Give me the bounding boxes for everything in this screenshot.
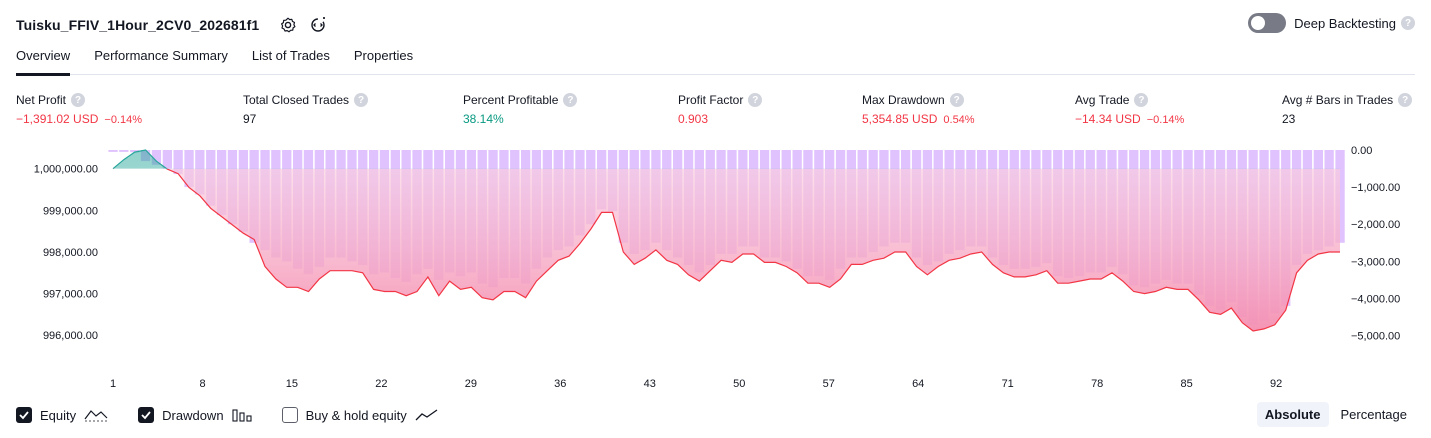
drawdown-bar	[162, 150, 172, 169]
drawdown-label: Drawdown	[162, 407, 224, 423]
equity-line	[113, 168, 1340, 332]
help-icon[interactable]: ?	[1401, 16, 1415, 30]
x-axis-tick: 1	[110, 378, 116, 390]
metric-value: −1,391.02 USD	[16, 112, 99, 126]
info-icon[interactable]: ?	[748, 93, 763, 107]
metric-label: Max Drawdown	[862, 93, 945, 107]
drawdown-bar	[151, 150, 162, 165]
equity-checkbox[interactable]: Equity	[16, 407, 108, 423]
right-axis-tick: −2,000.00	[1351, 219, 1400, 231]
metric-label: Profit Factor	[678, 93, 744, 107]
info-icon[interactable]: ?	[71, 93, 86, 107]
deep-backtesting-label: Deep Backtesting	[1294, 15, 1396, 31]
metric-label: Avg Trade	[1075, 93, 1130, 107]
strategy-title: Tuisku_FFIV_1Hour_2CV0_202681f1	[16, 17, 260, 33]
metric-avg-trade: Avg Trade? −14.34 USD −0.14%	[1075, 93, 1184, 126]
buy-hold-checkbox[interactable]: Buy & hold equity	[281, 407, 439, 423]
metric-value: 23	[1282, 112, 1296, 126]
left-axis-tick: 998,000.00	[43, 247, 98, 259]
drawdown-bars-icon	[232, 408, 252, 422]
drawdown-checkbox[interactable]: Drawdown	[138, 407, 252, 423]
metric-net-profit: Net Profit? −1,391.02 USD −0.14%	[16, 93, 142, 126]
left-axis-tick: 997,000.00	[43, 289, 98, 301]
chart-legend-controls: Equity Drawdown Buy & hold equity Absolu…	[16, 402, 1415, 428]
info-icon[interactable]: ?	[354, 93, 369, 107]
equity-area-icon	[84, 408, 108, 422]
tab-list-of-trades[interactable]: List of Trades	[251, 48, 330, 63]
equity-drawdown-chart[interactable]: 1,000,000.00 999,000.00 998,000.00 997,000.…	[0, 138, 1431, 398]
metric-value: 0.903	[678, 112, 709, 126]
tab-bar: Overview Performance Summary List of Tra…	[16, 42, 1415, 76]
metric-value: 38.14%	[463, 112, 504, 126]
metric-percent: 0.54%	[943, 114, 975, 126]
gear-icon[interactable]	[277, 14, 299, 36]
metric-max-drawdown: Max Drawdown? 5,354.85 USD 0.54%	[862, 93, 975, 126]
metric-value: 97	[243, 112, 257, 126]
x-axis-tick: 92	[1270, 378, 1282, 390]
percentage-button[interactable]: Percentage	[1340, 407, 1408, 422]
metric-avg-bars: Avg # Bars in Trades? 23	[1282, 93, 1413, 126]
x-axis-tick: 85	[1180, 378, 1192, 390]
metric-value: −14.34 USD	[1075, 112, 1141, 126]
left-axis-tick: 999,000.00	[43, 205, 98, 217]
info-icon[interactable]: ?	[1398, 93, 1413, 107]
x-axis-tick: 29	[465, 378, 477, 390]
metric-percent-profitable: Percent Profitable? 38.14%	[463, 93, 578, 126]
buy-hold-line-icon	[415, 408, 439, 422]
buy-hold-label: Buy & hold equity	[305, 407, 407, 423]
right-axis-tick: 0.00	[1351, 145, 1372, 157]
checkbox-checked-icon	[138, 407, 155, 423]
drawdown-bar	[108, 150, 118, 152]
deep-backtesting-toggle[interactable]	[1248, 13, 1287, 33]
metric-percent: −0.14%	[104, 114, 143, 126]
scale-mode-switch: Absolute Percentage	[1253, 402, 1415, 427]
x-axis-tick: 50	[733, 378, 745, 390]
x-axis-tick: 43	[644, 378, 656, 390]
left-axis-tick: 996,000.00	[43, 330, 98, 342]
info-icon[interactable]: ?	[563, 93, 578, 107]
equity-area-above	[113, 150, 167, 169]
x-axis-tick: 78	[1091, 378, 1103, 390]
code-settings-icon[interactable]	[307, 14, 329, 36]
right-axis-tick: −3,000.00	[1351, 256, 1400, 268]
drawdown-bar	[1335, 150, 1345, 243]
metric-label: Percent Profitable	[463, 93, 559, 107]
checkbox-unchecked-icon	[281, 407, 298, 423]
metric-label: Net Profit	[16, 93, 67, 107]
right-axis-tick: −5,000.00	[1351, 331, 1400, 343]
x-axis-tick: 36	[554, 378, 566, 390]
metric-percent: −0.14%	[1146, 114, 1185, 126]
right-axis-tick: −1,000.00	[1351, 182, 1400, 194]
metric-value: 5,354.85 USD	[862, 112, 938, 126]
metric-profit-factor: Profit Factor? 0.903	[678, 93, 763, 126]
strategy-header: Tuisku_FFIV_1Hour_2CV0_202681f1 Deep Bac…	[16, 10, 1415, 40]
drawdown-bar	[130, 150, 140, 153]
tab-performance-summary[interactable]: Performance Summary	[94, 48, 228, 63]
tab-properties[interactable]: Properties	[353, 48, 414, 63]
x-axis-tick: 15	[286, 378, 298, 390]
metric-label: Total Closed Trades	[243, 93, 350, 107]
drawdown-bar	[184, 150, 194, 188]
x-axis-tick: 22	[375, 378, 387, 390]
left-axis-tick: 1,000,000.00	[34, 164, 98, 176]
equity-label: Equity	[40, 407, 77, 423]
tab-overview[interactable]: Overview	[16, 42, 71, 76]
checkbox-checked-icon	[16, 407, 32, 423]
x-axis-tick: 64	[912, 378, 924, 390]
info-icon[interactable]: ?	[949, 93, 964, 107]
right-axis-tick: −4,000.00	[1351, 294, 1400, 306]
x-axis-tick: 8	[199, 378, 205, 390]
x-axis-tick: 71	[1002, 378, 1014, 390]
equity-area-below	[113, 168, 1340, 331]
metrics-row: Net Profit? −1,391.02 USD −0.14% Total Cl…	[16, 93, 1415, 129]
drawdown-bar	[173, 150, 183, 175]
absolute-button[interactable]: Absolute	[1256, 402, 1329, 427]
metric-label: Avg # Bars in Trades	[1282, 93, 1394, 107]
x-axis-tick: 57	[823, 378, 835, 390]
drawdown-bar	[119, 150, 129, 152]
info-icon[interactable]: ?	[1134, 93, 1149, 107]
deep-backtesting: Deep Backtesting ?	[1248, 13, 1415, 33]
metric-total-closed-trades: Total Closed Trades? 97	[243, 93, 369, 126]
